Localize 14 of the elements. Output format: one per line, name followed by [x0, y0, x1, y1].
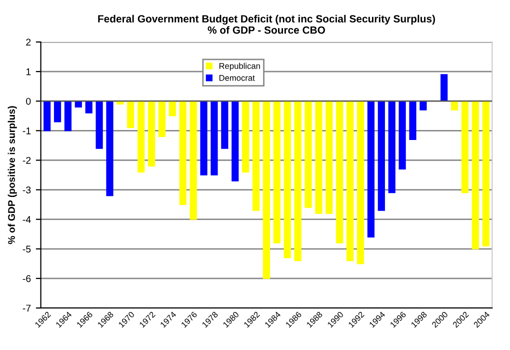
y-tick-label: -5 — [22, 246, 31, 253]
y-tick-label: -2 — [22, 156, 31, 164]
y-tick-label: -7 — [22, 304, 31, 312]
y-tick-label: -6 — [22, 275, 31, 282]
y-tick-label: 1 — [26, 68, 31, 76]
legend-label: Democrat — [219, 75, 255, 81]
y-tick-label: -3 — [22, 186, 31, 194]
y-tick-label: -1 — [22, 128, 31, 134]
y-axis-title: % of GDP (positive is surplus) — [8, 106, 17, 244]
chart-title: Federal Government Budget Deficit (not inc Social Security Surplus) % of GDP - Source CBO — [98, 14, 435, 34]
y-tick-label: 2 — [26, 38, 31, 46]
y-tick-label: 0 — [26, 98, 31, 105]
legend-label: Republican — [219, 62, 260, 71]
y-tick-label: -4 — [22, 216, 31, 223]
